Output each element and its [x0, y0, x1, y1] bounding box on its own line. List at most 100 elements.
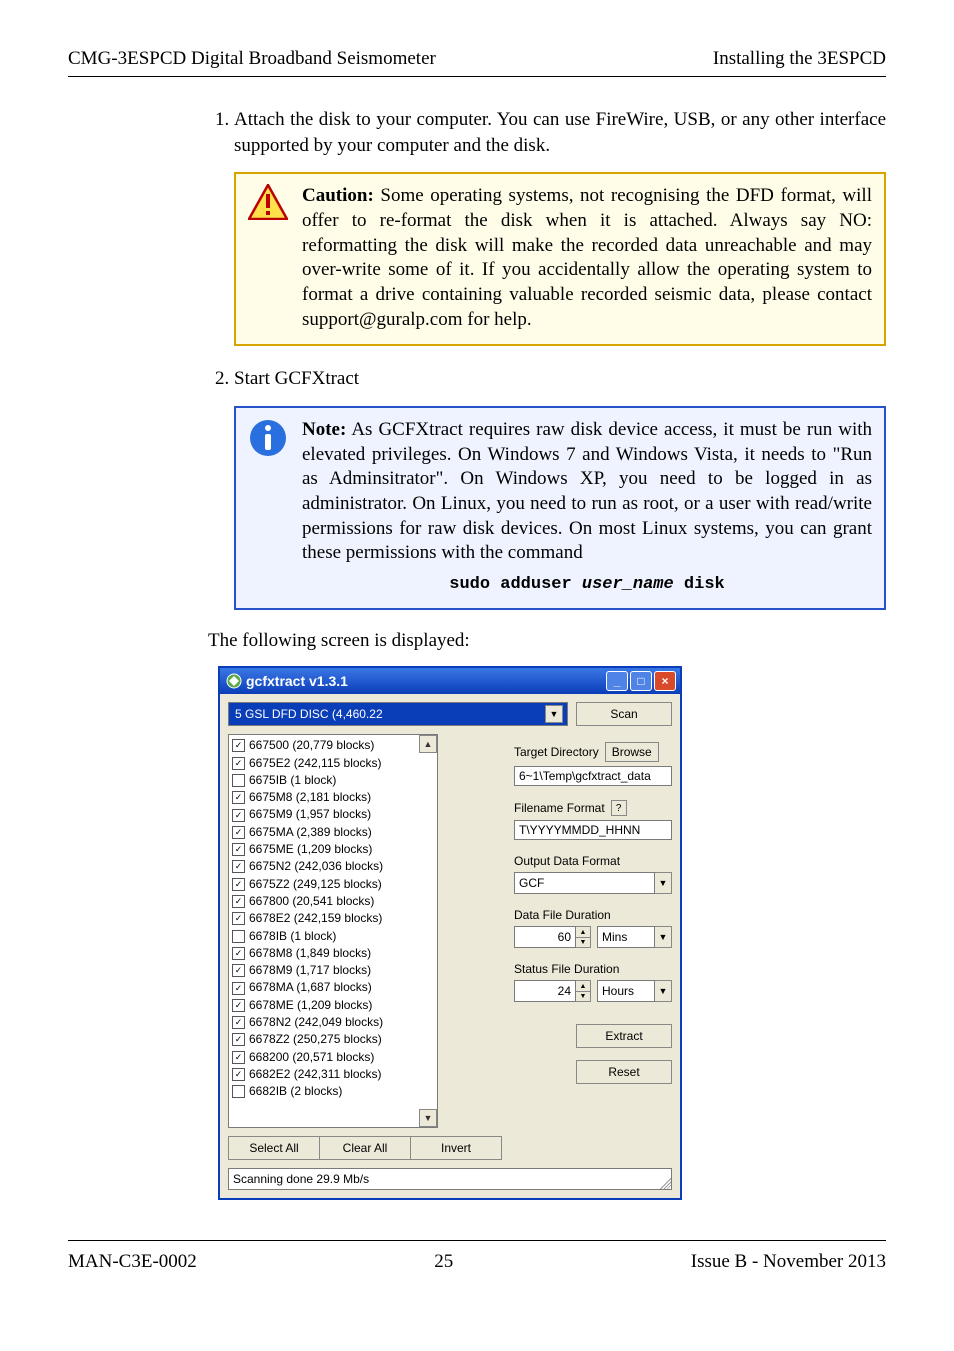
spin-up-icon[interactable]: ▲ [576, 926, 591, 937]
chevron-down-icon[interactable]: ▼ [655, 872, 672, 894]
list-item[interactable]: 6678M8 (1,849 blocks) [229, 945, 437, 962]
list-item-label: 6678ME (1,209 blocks) [249, 997, 372, 1014]
step-2-text: Start GCFXtract [234, 368, 359, 389]
checkbox[interactable] [232, 895, 245, 908]
scan-button[interactable]: Scan [576, 702, 672, 726]
list-item[interactable]: 6678M9 (1,717 blocks) [229, 962, 437, 979]
clear-all-button[interactable]: Clear All [319, 1136, 410, 1160]
list-item[interactable]: 6678Z2 (250,275 blocks) [229, 1031, 437, 1048]
output-format-label: Output Data Format [514, 854, 672, 868]
warning-icon [248, 184, 288, 332]
checkbox[interactable] [232, 791, 245, 804]
list-item[interactable]: 6675Z2 (249,125 blocks) [229, 876, 437, 893]
stream-listbox[interactable]: 667500 (20,779 blocks)6675E2 (242,115 bl… [228, 734, 438, 1128]
footer-left: MAN-C3E-0002 [68, 1251, 197, 1273]
list-item[interactable]: 6678MA (1,687 blocks) [229, 979, 437, 996]
select-all-button[interactable]: Select All [228, 1136, 319, 1160]
list-item[interactable]: 6682IB (2 blocks) [229, 1083, 437, 1100]
checkbox[interactable] [232, 757, 245, 770]
checkbox[interactable] [232, 930, 245, 943]
help-icon[interactable]: ? [611, 800, 627, 816]
list-item[interactable]: 6675N2 (242,036 blocks) [229, 858, 437, 875]
footer-right: Issue B - November 2013 [691, 1251, 886, 1273]
checkbox[interactable] [232, 1051, 245, 1064]
statusfile-unit-select[interactable]: Hours [597, 980, 655, 1002]
datafile-value-spinner[interactable]: 60 ▲▼ [514, 926, 591, 948]
note-command: sudo adduser user_name disk [302, 574, 872, 596]
list-item-label: 6678Z2 (250,275 blocks) [249, 1031, 382, 1048]
minimize-button[interactable]: _ [606, 671, 628, 691]
step-1: Attach the disk to your computer. You ca… [234, 107, 886, 346]
close-button[interactable]: × [654, 671, 676, 691]
list-item[interactable]: 6675E2 (242,115 blocks) [229, 755, 437, 772]
list-item[interactable]: 6682E2 (242,311 blocks) [229, 1066, 437, 1083]
chevron-down-icon[interactable]: ▼ [655, 980, 672, 1002]
datafile-unit-select[interactable]: Mins [597, 926, 655, 948]
reset-button[interactable]: Reset [576, 1060, 672, 1084]
list-item-label: 6675M9 (1,957 blocks) [249, 806, 371, 823]
filename-format-label: Filename Format [514, 801, 605, 815]
checkbox[interactable] [232, 774, 245, 787]
invert-button[interactable]: Invert [410, 1136, 502, 1160]
status-text: Scanning done 29.9 Mb/s [233, 1172, 369, 1186]
datafile-value[interactable]: 60 [514, 926, 576, 948]
gcfxtract-window: gcfxtract v1.3.1 _ □ × 5 GSL DFD DISC (4… [218, 666, 682, 1200]
checkbox[interactable] [232, 860, 245, 873]
resize-grip-icon[interactable] [657, 1175, 671, 1189]
statusfile-duration-label: Status File Duration [514, 962, 672, 976]
list-item[interactable]: 6678N2 (242,049 blocks) [229, 1014, 437, 1031]
note-title: Note: [302, 419, 346, 440]
list-item-label: 6678MA (1,687 blocks) [249, 979, 372, 996]
step-1-text: Attach the disk to your computer. You ca… [234, 109, 886, 156]
note-body: As GCFXtract requires raw disk device ac… [302, 419, 872, 563]
checkbox[interactable] [232, 1016, 245, 1029]
list-item[interactable]: 6675M8 (2,181 blocks) [229, 789, 437, 806]
checkbox[interactable] [232, 878, 245, 891]
caution-callout: Caution: Some operating systems, not rec… [234, 172, 886, 346]
target-dir-label: Target Directory [514, 745, 599, 759]
list-item[interactable]: 6675MA (2,389 blocks) [229, 824, 437, 841]
checkbox[interactable] [232, 912, 245, 925]
checkbox[interactable] [232, 1068, 245, 1081]
list-item[interactable]: 6675IB (1 block) [229, 772, 437, 789]
extract-button[interactable]: Extract [576, 1024, 672, 1048]
target-dir-input[interactable]: 6~1\Temp\gcfxtract_data [514, 766, 672, 786]
list-item[interactable]: 6675M9 (1,957 blocks) [229, 806, 437, 823]
window-title: gcfxtract v1.3.1 [246, 673, 348, 689]
statusfile-value[interactable]: 24 [514, 980, 576, 1002]
checkbox[interactable] [232, 739, 245, 752]
checkbox[interactable] [232, 809, 245, 822]
checkbox[interactable] [232, 982, 245, 995]
list-item[interactable]: 6675ME (1,209 blocks) [229, 841, 437, 858]
checkbox[interactable] [232, 826, 245, 839]
spin-down-icon[interactable]: ▼ [576, 991, 591, 1003]
checkbox[interactable] [232, 1085, 245, 1098]
list-item[interactable]: 6678E2 (242,159 blocks) [229, 910, 437, 927]
maximize-button[interactable]: □ [630, 671, 652, 691]
checkbox[interactable] [232, 1033, 245, 1046]
list-item[interactable]: 667500 (20,779 blocks) [229, 737, 437, 754]
list-item[interactable]: 667800 (20,541 blocks) [229, 893, 437, 910]
statusfile-value-spinner[interactable]: 24 ▲▼ [514, 980, 591, 1002]
spin-up-icon[interactable]: ▲ [576, 980, 591, 991]
spin-down-icon[interactable]: ▼ [576, 937, 591, 949]
checkbox[interactable] [232, 999, 245, 1012]
output-format-select[interactable]: GCF [514, 872, 655, 894]
caution-title: Caution: [302, 185, 374, 206]
list-item[interactable]: 668200 (20,571 blocks) [229, 1049, 437, 1066]
filename-format-input[interactable]: T\YYYYMMDD_HHNN [514, 820, 672, 840]
info-icon [248, 418, 288, 596]
disk-select[interactable]: 5 GSL DFD DISC (4,460.22 ▼ [228, 702, 568, 726]
scroll-up-button[interactable]: ▲ [419, 735, 437, 753]
list-item[interactable]: 6678ME (1,209 blocks) [229, 997, 437, 1014]
footer-center: 25 [434, 1251, 453, 1273]
checkbox[interactable] [232, 947, 245, 960]
list-item[interactable]: 6678IB (1 block) [229, 928, 437, 945]
checkbox[interactable] [232, 843, 245, 856]
browse-button[interactable]: Browse [605, 742, 659, 762]
list-item-label: 6678N2 (242,049 blocks) [249, 1014, 383, 1031]
checkbox[interactable] [232, 964, 245, 977]
scroll-down-button[interactable]: ▼ [419, 1109, 437, 1127]
chevron-down-icon[interactable]: ▼ [655, 926, 672, 948]
chevron-down-icon[interactable]: ▼ [545, 705, 563, 723]
